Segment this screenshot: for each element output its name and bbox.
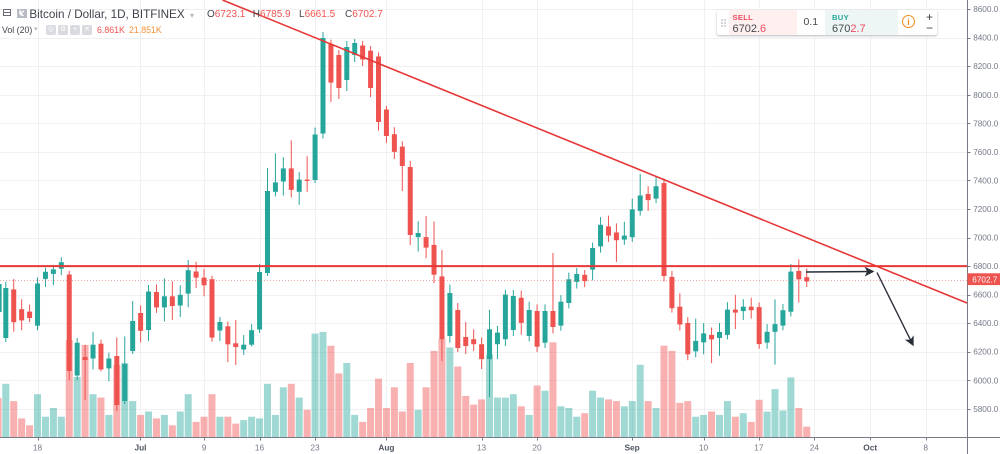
svg-text:Jul: Jul (135, 443, 147, 453)
svg-text:7400.0: 7400.0 (973, 176, 998, 185)
svg-text:16: 16 (255, 443, 265, 453)
svg-text:18: 18 (33, 443, 43, 453)
svg-text:7000.0: 7000.0 (973, 234, 998, 243)
svg-text:6200.0: 6200.0 (973, 348, 998, 357)
svg-text:6400.0: 6400.0 (973, 319, 998, 328)
svg-text:8200.0: 8200.0 (973, 62, 998, 71)
svg-text:Oct: Oct (863, 443, 877, 453)
svg-text:6600.0: 6600.0 (973, 291, 998, 300)
svg-text:7200.0: 7200.0 (973, 205, 998, 214)
svg-text:8: 8 (923, 443, 928, 453)
svg-text:6000.0: 6000.0 (973, 376, 998, 385)
svg-text:13: 13 (477, 443, 487, 453)
svg-text:8000.0: 8000.0 (973, 91, 998, 100)
svg-text:7600.0: 7600.0 (973, 148, 998, 157)
svg-text:20: 20 (532, 443, 542, 453)
svg-text:6800.0: 6800.0 (973, 262, 998, 271)
svg-text:23: 23 (310, 443, 320, 453)
svg-text:10: 10 (699, 443, 709, 453)
svg-text:5800.0: 5800.0 (973, 405, 998, 414)
svg-text:17: 17 (754, 443, 764, 453)
svg-text:8600.0: 8600.0 (973, 5, 998, 14)
svg-text:9: 9 (202, 443, 207, 453)
svg-text:6702.7: 6702.7 (972, 276, 997, 285)
svg-text:7800.0: 7800.0 (973, 119, 998, 128)
svg-text:Aug: Aug (378, 443, 394, 453)
svg-text:Sep: Sep (624, 443, 639, 453)
svg-text:24: 24 (810, 443, 820, 453)
svg-text:8400.0: 8400.0 (973, 34, 998, 43)
